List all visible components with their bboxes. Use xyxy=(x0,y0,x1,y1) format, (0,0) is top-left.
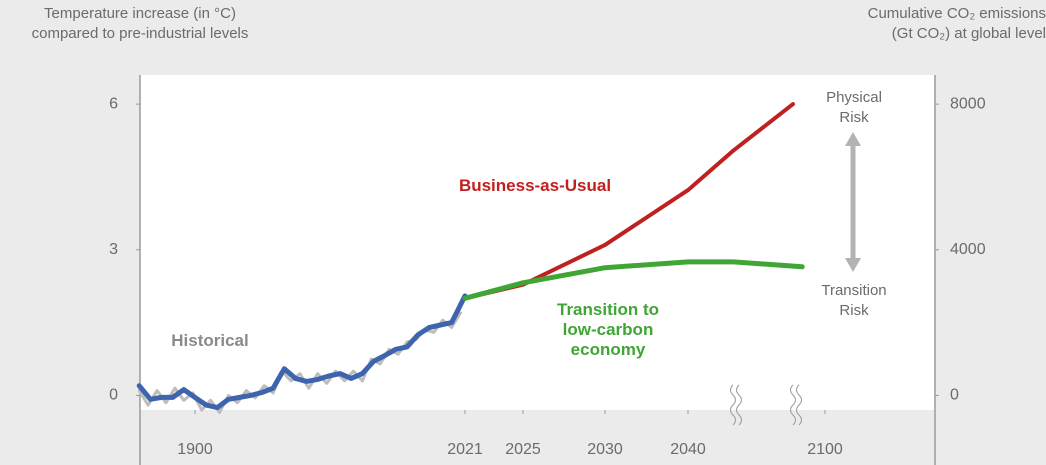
x-tick-label: 2030 xyxy=(587,441,623,458)
series-label: Historical xyxy=(171,331,249,350)
axis-break xyxy=(790,384,802,426)
y2-tick-label: 0 xyxy=(950,387,959,404)
y-tick-label: 6 xyxy=(109,95,118,112)
x-tick-label: 2040 xyxy=(670,441,706,458)
y2-tick-label: 4000 xyxy=(950,241,986,258)
y2-title-line: (Gt CO₂) at global level xyxy=(891,25,1046,42)
plot-area xyxy=(140,75,935,410)
y2-tick-label: 8000 xyxy=(950,95,986,112)
x-tick-label: 2021 xyxy=(447,441,483,458)
series-line xyxy=(136,293,468,411)
axis-break xyxy=(730,384,742,426)
x-tick-label: 2100 xyxy=(807,441,843,458)
series-label: Business-as-Usual xyxy=(458,176,612,195)
series-label: Transition to low-carbon economy xyxy=(557,300,659,359)
arrow-heads xyxy=(845,132,861,272)
x-tick-label: 1900 xyxy=(177,441,213,458)
y-tick-label: 3 xyxy=(109,241,118,258)
y-title-line: Temperature increase (in °C) xyxy=(44,5,236,22)
annotation: Physical Risk xyxy=(826,89,882,126)
y2-axis-title: Cumulative CO₂ emissions (Gt CO₂) at glo… xyxy=(846,4,1046,44)
annotation: Transition Risk xyxy=(821,282,887,319)
y-tick-label: 0 xyxy=(109,387,118,404)
y-axis-title: Temperature increase (in °C) compared to… xyxy=(10,4,270,44)
y-title-line: compared to pre-industrial levels xyxy=(31,25,249,42)
y2-title-line: Cumulative CO₂ emissions xyxy=(867,5,1046,22)
series-line xyxy=(462,259,805,301)
x-tick-label: 2025 xyxy=(505,441,541,458)
